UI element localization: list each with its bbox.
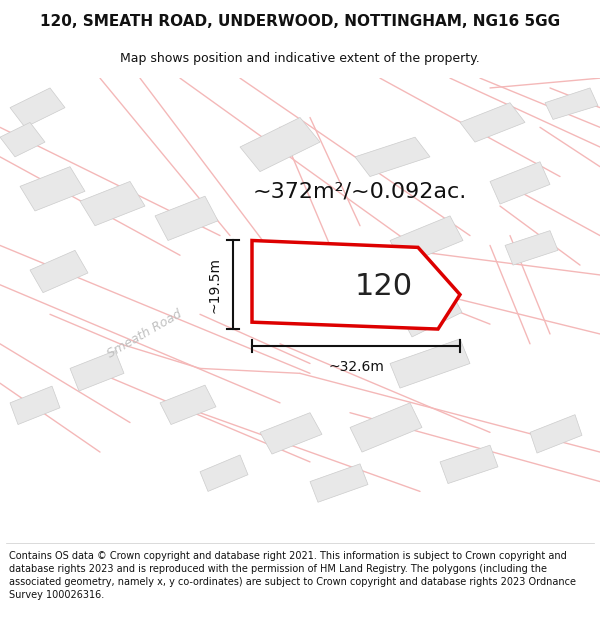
Polygon shape	[310, 464, 368, 503]
Polygon shape	[490, 162, 550, 204]
Polygon shape	[80, 181, 145, 226]
Polygon shape	[400, 290, 462, 337]
Polygon shape	[10, 88, 65, 127]
Polygon shape	[252, 241, 460, 329]
Text: 120, SMEATH ROAD, UNDERWOOD, NOTTINGHAM, NG16 5GG: 120, SMEATH ROAD, UNDERWOOD, NOTTINGHAM,…	[40, 14, 560, 29]
Polygon shape	[505, 231, 558, 265]
Polygon shape	[30, 251, 88, 292]
Text: 120: 120	[355, 272, 413, 301]
Polygon shape	[200, 455, 248, 491]
Polygon shape	[440, 445, 498, 484]
Text: Contains OS data © Crown copyright and database right 2021. This information is : Contains OS data © Crown copyright and d…	[9, 551, 576, 601]
Polygon shape	[530, 414, 582, 453]
Polygon shape	[460, 102, 525, 142]
Polygon shape	[155, 196, 218, 241]
Polygon shape	[10, 386, 60, 424]
Text: ~32.6m: ~32.6m	[328, 361, 384, 374]
Polygon shape	[545, 88, 598, 119]
Polygon shape	[160, 385, 216, 424]
Text: ~19.5m: ~19.5m	[208, 257, 222, 312]
Polygon shape	[350, 403, 422, 452]
Polygon shape	[20, 167, 85, 211]
Polygon shape	[0, 122, 45, 157]
Polygon shape	[70, 351, 124, 391]
Polygon shape	[390, 216, 463, 265]
Text: ~372m²/~0.092ac.: ~372m²/~0.092ac.	[253, 181, 467, 201]
Polygon shape	[260, 412, 322, 454]
Text: Map shows position and indicative extent of the property.: Map shows position and indicative extent…	[120, 52, 480, 65]
Polygon shape	[240, 118, 320, 172]
Text: Smeath Road: Smeath Road	[106, 308, 185, 361]
Polygon shape	[390, 339, 470, 388]
Polygon shape	[355, 137, 430, 176]
